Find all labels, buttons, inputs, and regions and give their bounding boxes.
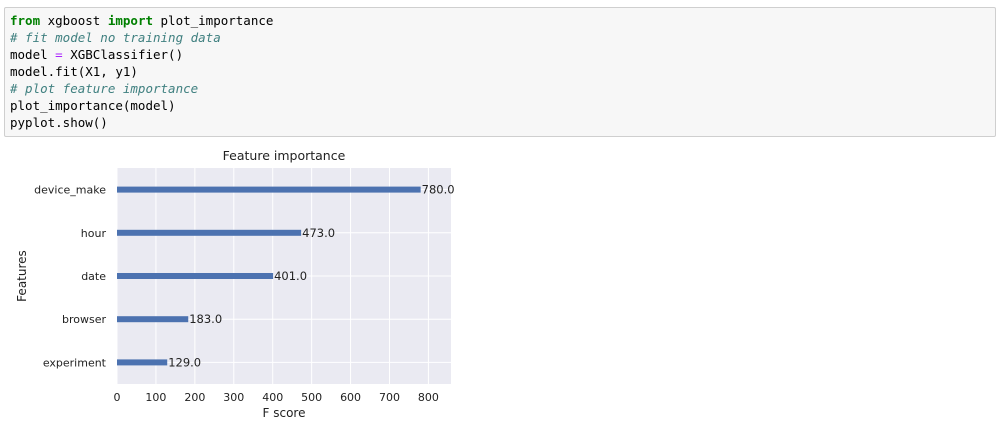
code-token: xgboost (40, 13, 108, 28)
code-token: plot_importance(model) (10, 98, 176, 113)
code-editor[interactable]: from xgboost import plot_importance # fit… (10, 12, 995, 131)
x-tick-label: 0 (114, 391, 121, 404)
bar-date (117, 273, 274, 279)
code-operator: = (55, 47, 63, 62)
code-comment: # plot feature importance (10, 81, 199, 96)
x-tick-label: 100 (145, 391, 166, 404)
bar-value-label: 129.0 (168, 355, 201, 369)
code-token: XGBClassifier() (62, 47, 184, 62)
x-tick-label: 700 (379, 391, 400, 404)
code-token: model.fit(X1, y1) (10, 64, 138, 79)
bar-value-label: 780.0 (422, 183, 455, 197)
code-line: model.fit(X1, y1) (10, 63, 995, 80)
code-line: plot_importance(model) (10, 97, 995, 114)
bar-experiment (117, 359, 168, 366)
code-keyword: import (107, 13, 153, 28)
code-line: # plot feature importance (10, 80, 995, 97)
y-tick-label: device_make (34, 184, 106, 197)
bar-value-label: 183.0 (189, 312, 222, 326)
code-token: plot_importance (153, 13, 274, 28)
bar-browser (117, 316, 189, 323)
code-comment: # fit model no training data (10, 30, 221, 45)
y-tick-label: experiment (43, 356, 107, 369)
code-keyword: from (10, 13, 41, 28)
code-line: # fit model no training data (10, 29, 995, 46)
chart-title: Feature importance (223, 148, 346, 163)
y-axis-label: Features (15, 250, 29, 302)
x-tick-label: 500 (301, 391, 322, 404)
code-cell[interactable]: from xgboost import plot_importance # fit… (4, 7, 996, 137)
x-tick-label: 200 (184, 391, 205, 404)
code-line: from xgboost import plot_importance (10, 12, 995, 29)
bar-value-label: 401.0 (274, 269, 307, 283)
x-tick-label: 600 (340, 391, 361, 404)
y-tick-label: browser (62, 313, 106, 326)
code-line: pyplot.show() (10, 114, 995, 131)
code-line: model = XGBClassifier() (10, 46, 995, 63)
bar-hour (117, 229, 302, 236)
bar-device_make (117, 186, 421, 193)
x-axis-label: F score (263, 406, 306, 420)
x-tick-label: 400 (262, 391, 283, 404)
code-token: model (10, 47, 56, 62)
bar-value-label: 473.0 (302, 226, 335, 240)
x-tick-label: 800 (418, 391, 439, 404)
x-tick-label: 300 (223, 391, 244, 404)
y-tick-label: date (81, 270, 106, 283)
code-token: pyplot.show() (10, 115, 108, 130)
feature-importance-chart: 780.0 473.0 401.0 183.0 129.0 device_makehou… (15, 148, 455, 420)
y-tick-label: hour (81, 227, 107, 240)
